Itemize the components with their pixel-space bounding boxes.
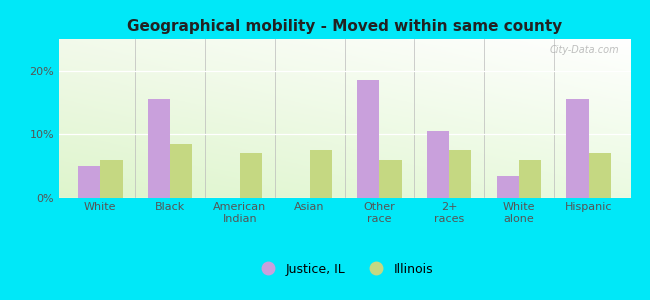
Bar [566, 99, 589, 198]
Text: City-Data.com: City-Data.com [549, 45, 619, 56]
Bar [497, 176, 519, 198]
Bar [148, 99, 170, 198]
Bar [519, 160, 541, 198]
Title: Geographical mobility - Moved within same county: Geographical mobility - Moved within sam… [127, 19, 562, 34]
Bar [170, 144, 192, 198]
Bar [100, 160, 123, 198]
Legend: Justice, IL, Illinois: Justice, IL, Illinois [250, 258, 439, 281]
Bar [589, 154, 611, 198]
Bar [357, 80, 380, 198]
Bar [309, 150, 332, 198]
Bar [78, 166, 100, 198]
Bar [240, 154, 262, 198]
Bar [427, 131, 449, 198]
Bar [380, 160, 402, 198]
Bar [449, 150, 471, 198]
